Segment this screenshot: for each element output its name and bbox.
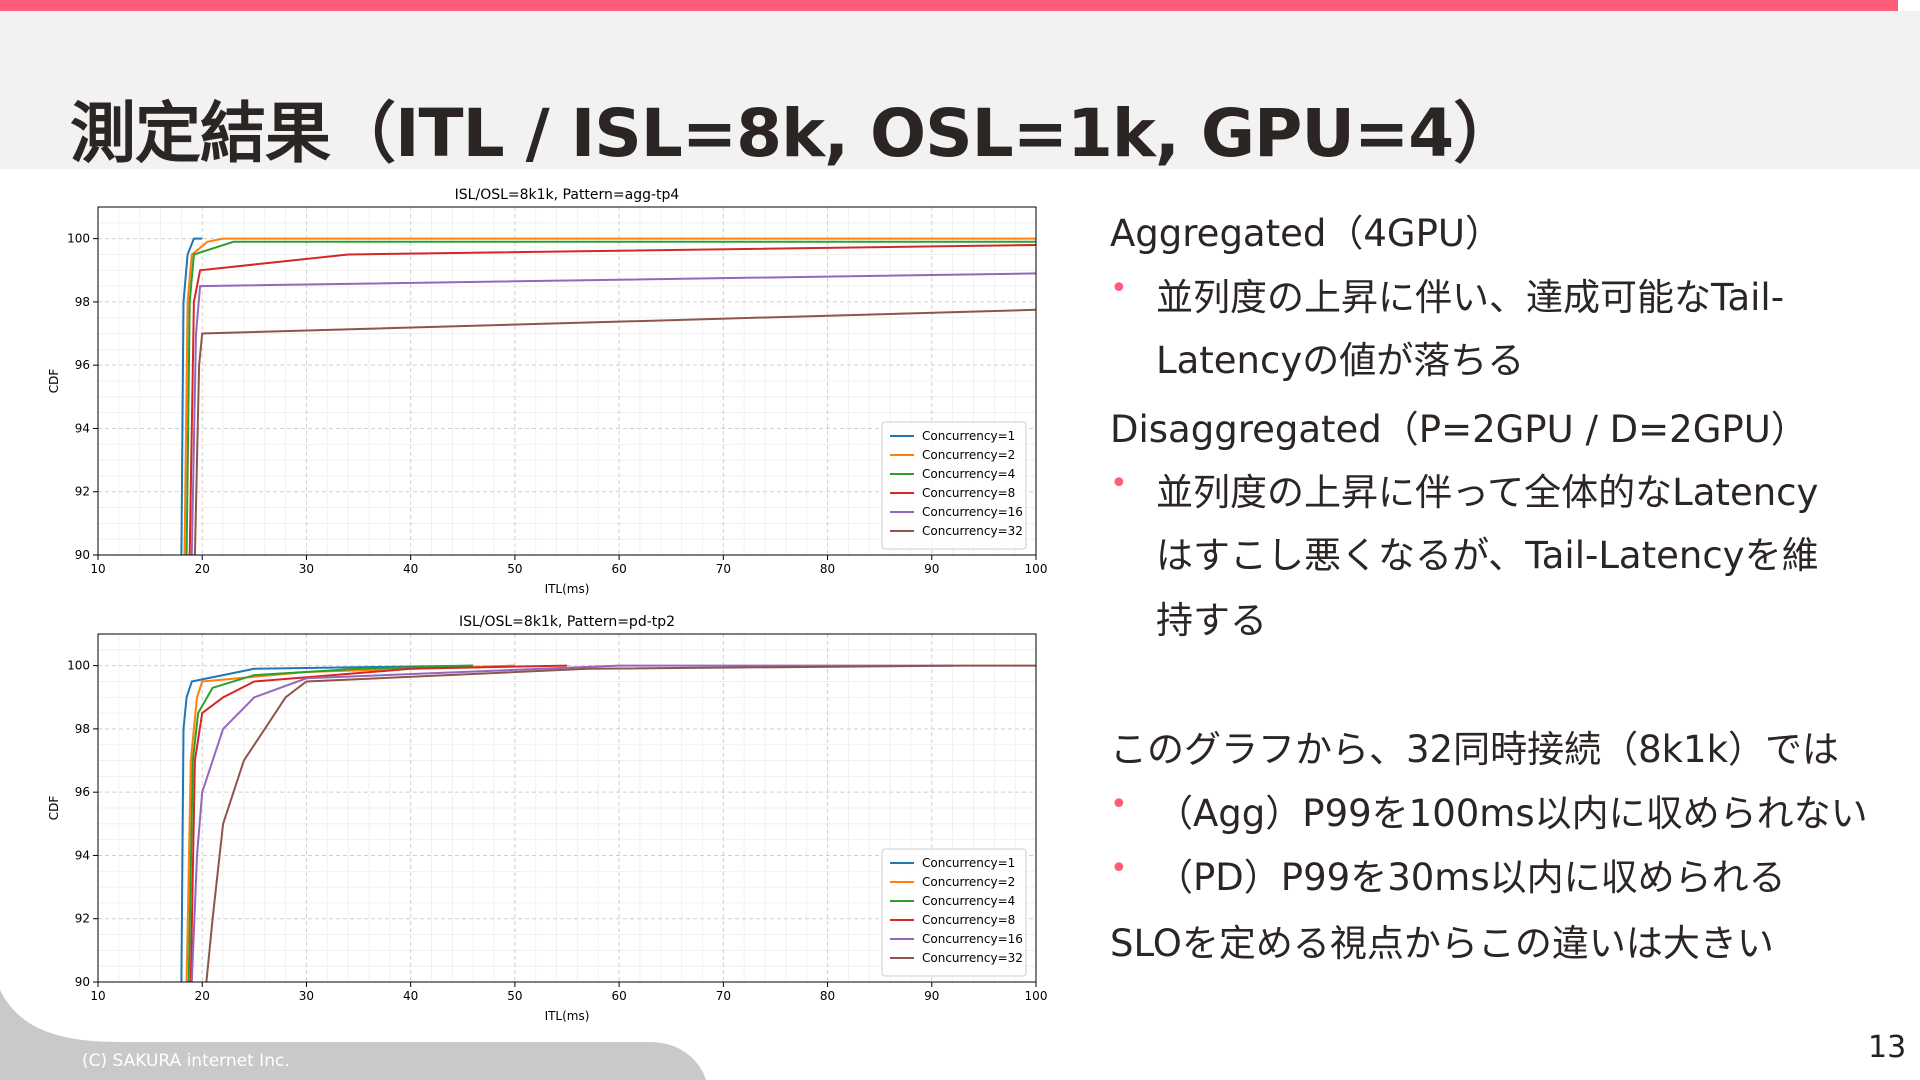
legend-label: Concurrency=16 [922, 505, 1023, 519]
y-tick-label: 98 [75, 295, 90, 309]
series-line [180, 237, 203, 555]
x-tick-label: 60 [611, 562, 626, 576]
legend-label: Concurrency=16 [922, 932, 1023, 946]
x-tick-label: 70 [716, 989, 731, 1003]
y-tick-label: 96 [75, 358, 90, 372]
y-tick-label: 92 [75, 485, 90, 499]
legend-label: Concurrency=8 [922, 913, 1015, 927]
series-line [189, 664, 568, 982]
footer-copyright: (C) SAKURA internet Inc. [82, 1051, 290, 1071]
y-axis-label: CDF [47, 796, 61, 821]
legend-label: Concurrency=32 [922, 951, 1023, 965]
bullet-disagg-line3: 持する [1156, 599, 1267, 642]
series-line [190, 664, 953, 982]
bullet-dot: • [1110, 851, 1128, 886]
y-tick-label: 92 [75, 912, 90, 926]
series-line [188, 244, 1036, 555]
legend-label: Concurrency=1 [922, 856, 1015, 870]
y-tick-label: 98 [75, 722, 90, 736]
x-tick-label: 40 [403, 989, 418, 1003]
x-tick-label: 60 [611, 989, 626, 1003]
series-line [180, 664, 474, 982]
x-tick-label: 70 [716, 562, 731, 576]
legend-label: Concurrency=4 [922, 894, 1015, 908]
plot-frame [97, 633, 1037, 983]
legend-box [881, 421, 1027, 550]
x-axis-label: ITL(ms) [545, 582, 590, 596]
x-tick-label: 100 [1025, 989, 1048, 1003]
bullet-dot: • [1110, 787, 1128, 822]
bullet-concl-1-text: （Agg）P99を100ms以内に収められない [1156, 792, 1868, 835]
series-line [193, 308, 1036, 555]
x-tick-label: 90 [924, 562, 939, 576]
y-axis-label: CDF [47, 369, 61, 394]
slide-title: 測定結果（ITL / ISL=8k, OSL=1k, GPU=4） [70, 95, 1519, 172]
x-axis-label: ITL(ms) [545, 1009, 590, 1023]
bullet-concl-2-text: （PD）P99を30ms以内に収められる [1156, 856, 1786, 899]
x-tick-label: 30 [299, 989, 314, 1003]
bullet-dot: • [1110, 466, 1128, 501]
x-tick-label: 80 [820, 562, 835, 576]
bullet-disagg-line2: はすこし悪くなるが、Tail-Latencyを維 [1156, 534, 1819, 577]
bullet-agg-line1: 並列度の上昇に伴い、達成可能なTail- [1156, 276, 1785, 319]
series-line [205, 664, 1036, 982]
y-tick-label: 90 [75, 548, 90, 562]
y-tick-label: 100 [67, 659, 90, 673]
chart-agg: 10 20 30 40 50 60 70 80 90 100 90 92 94 96 98 100 ISL/OS… [40, 180, 1070, 610]
series-line [183, 237, 1036, 555]
legend-label: Concurrency=1 [922, 429, 1015, 443]
title-band [0, 11, 1920, 169]
legend-label: Concurrency=32 [922, 524, 1023, 538]
heading-aggregated: Aggregated（4GPU） [1110, 212, 1502, 255]
x-tick-label: 30 [299, 562, 314, 576]
heading-disaggregated: Disaggregated（P=2GPU / D=2GPU） [1110, 408, 1808, 451]
series-line [190, 272, 1036, 555]
legend-label: Concurrency=4 [922, 467, 1015, 481]
x-tick-label: 90 [924, 989, 939, 1003]
legend-label: Concurrency=2 [922, 875, 1015, 889]
x-tick-label: 20 [195, 562, 210, 576]
conclusion-final: SLOを定める視点からこの違いは大きい [1110, 922, 1774, 965]
series-line [185, 240, 1036, 555]
legend-label: Concurrency=2 [922, 448, 1015, 462]
chart-title: ISL/OSL=8k1k, Pattern=pd-tp2 [459, 614, 675, 630]
conclusion-intro: このグラフから、32同時接続（8k1k）では [1110, 728, 1840, 771]
legend-label: Concurrency=8 [922, 486, 1015, 500]
chart-title: ISL/OSL=8k1k, Pattern=agg-tp4 [455, 187, 680, 203]
bullet-dot: • [1110, 271, 1128, 306]
page-number: 13 [1868, 1030, 1907, 1065]
series-line [187, 664, 474, 982]
y-tick-label: 94 [75, 421, 90, 435]
x-tick-label: 10 [90, 562, 105, 576]
bullet-agg-line2: Latencyの値が落ちる [1156, 339, 1525, 382]
x-tick-label: 50 [507, 989, 522, 1003]
x-tick-label: 80 [820, 989, 835, 1003]
x-tick-label: 10 [90, 989, 105, 1003]
x-tick-label: 100 [1025, 562, 1048, 576]
chart-pd: 10 20 30 40 50 60 70 80 90 100 90 92 94 96 98 100 ISL/OS… [40, 607, 1070, 1037]
x-tick-label: 20 [195, 989, 210, 1003]
footer-shape [0, 990, 706, 1080]
cdf-chart-agg: 10 20 30 40 50 60 70 80 90 100 90 92 94 96 98 100 ISL/OS… [47, 187, 1048, 596]
y-tick-label: 90 [75, 975, 90, 989]
y-tick-label: 96 [75, 785, 90, 799]
y-tick-label: 100 [67, 232, 90, 246]
legend-box [881, 848, 1027, 977]
top-accent-bar [0, 0, 1898, 11]
cdf-chart-pd: 10 20 30 40 50 60 70 80 90 100 90 92 94 96 98 100 ISL/OS… [47, 614, 1048, 1023]
x-tick-label: 40 [403, 562, 418, 576]
bullet-disagg-line1: 並列度の上昇に伴って全体的なLatency [1156, 471, 1819, 514]
y-tick-label: 94 [75, 848, 90, 862]
plot-frame [97, 206, 1037, 556]
x-tick-label: 50 [507, 562, 522, 576]
series-line [185, 664, 515, 982]
